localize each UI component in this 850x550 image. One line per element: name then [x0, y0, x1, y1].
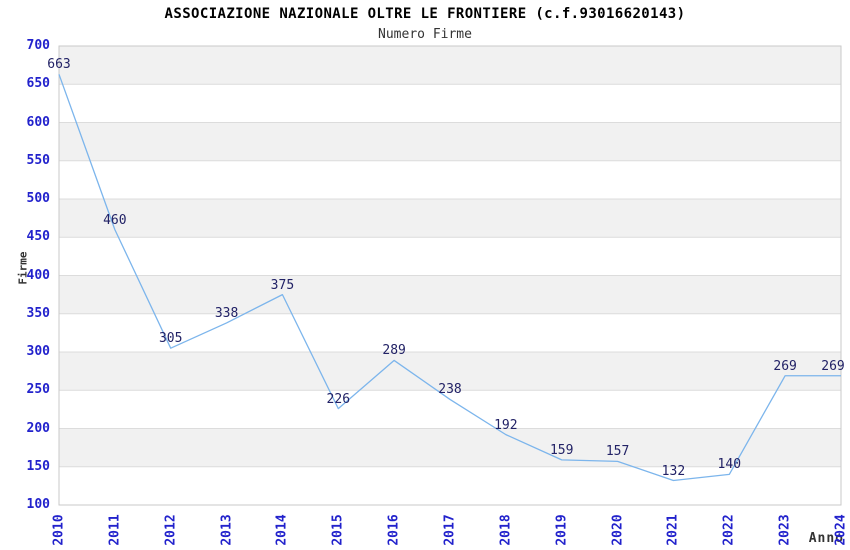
y-tick-label: 200: [26, 420, 50, 436]
y-tick-label: 350: [26, 305, 50, 321]
data-point-label: 338: [214, 305, 239, 321]
data-point-label: 269: [821, 358, 845, 374]
plot-band: [59, 275, 841, 314]
y-tick-label: 300: [26, 344, 50, 359]
y-tick-label: 500: [26, 191, 50, 206]
data-point-label: 226: [326, 391, 351, 407]
x-tick-label: 2018: [498, 514, 514, 546]
y-tick-label: 450: [26, 229, 50, 245]
plot-band: [59, 199, 841, 238]
chart-subtitle: Numero Firme: [378, 27, 472, 42]
x-tick-label: 2021: [665, 514, 681, 546]
x-tick-label: 2024: [833, 514, 849, 546]
y-tick-label: 100: [26, 497, 50, 512]
data-point-label: 305: [158, 331, 183, 347]
plot-band: [59, 352, 841, 391]
y-tick-label: 150: [26, 458, 50, 474]
y-tick-label: 400: [26, 267, 50, 283]
x-tick-label: 2017: [442, 514, 458, 546]
x-tick-label: 2012: [163, 514, 179, 546]
x-tick-label: 2019: [554, 514, 570, 546]
x-axis-title: Anno: [808, 531, 844, 546]
plot-band: [59, 46, 841, 85]
data-point-label: 375: [270, 277, 295, 293]
data-point-label: 192: [494, 417, 518, 433]
y-tick-label: 250: [26, 382, 50, 398]
y-tick-label: 550: [26, 152, 50, 168]
plot-band: [59, 428, 841, 467]
data-point-label: 663: [47, 57, 71, 73]
y-tick-label: 600: [26, 114, 50, 130]
data-point-label: 289: [382, 343, 406, 359]
data-point-label: 238: [438, 382, 462, 398]
data-point-label: 460: [103, 212, 127, 228]
y-tick-label: 700: [26, 38, 50, 53]
x-tick-label: 2015: [330, 514, 346, 546]
chart-title: ASSOCIAZIONE NAZIONALE OLTRE LE FRONTIER…: [164, 6, 686, 22]
data-point-label: 157: [605, 444, 630, 460]
x-tick-label: 2022: [721, 514, 737, 546]
x-tick-label: 2016: [386, 514, 402, 546]
data-line: [58, 74, 841, 482]
data-point-label: 159: [549, 442, 574, 458]
data-point-label: 140: [717, 457, 742, 473]
x-tick-label: 2013: [219, 514, 235, 546]
plot-band: [59, 122, 841, 161]
plot-frame: [58, 45, 842, 506]
x-tick-label: 2020: [610, 514, 626, 546]
y-tick-label: 650: [26, 76, 50, 92]
data-point-label: 269: [773, 358, 797, 374]
x-tick-label: 2010: [51, 514, 67, 546]
x-tick-label: 2023: [777, 514, 793, 546]
x-tick-label: 2011: [107, 514, 123, 546]
data-point-label: 132: [661, 463, 686, 479]
x-tick-label: 2014: [274, 514, 290, 546]
